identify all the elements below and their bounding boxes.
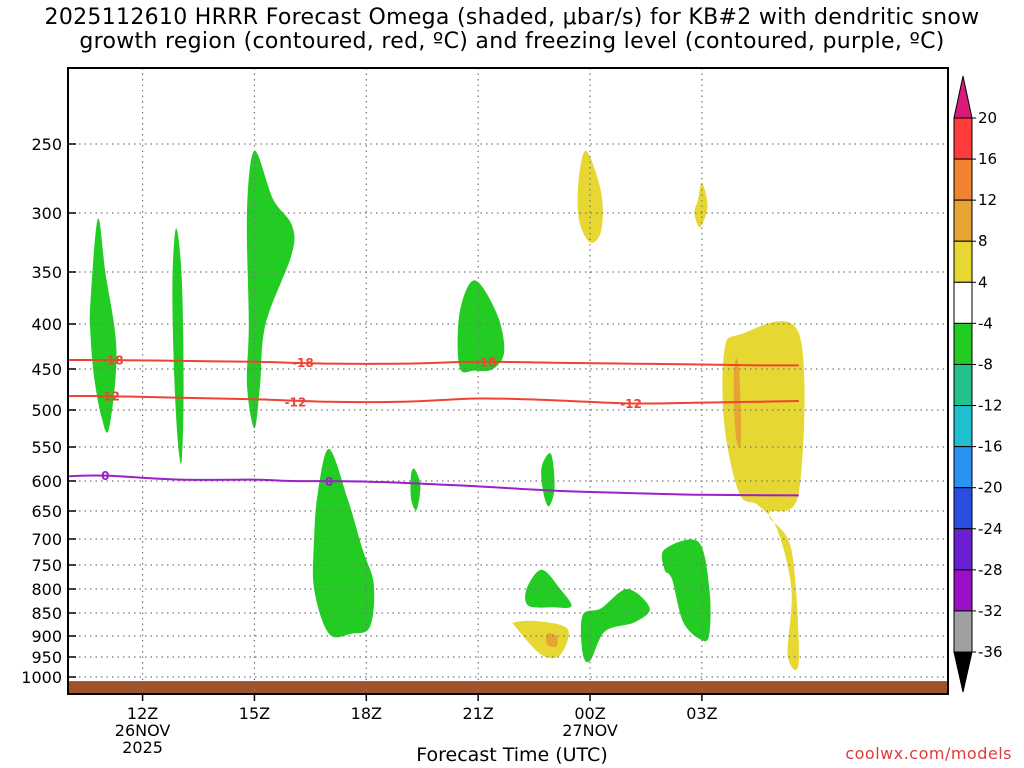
contour-layer: -18 -18 -18 -12 -12 -12 0 0 — [67, 354, 799, 497]
colorbar-segment — [953, 281, 973, 324]
colorbar-label: -36 — [978, 643, 1003, 661]
x-tick-label: 03Z — [686, 704, 717, 723]
x-tick-label: 12Z — [127, 704, 158, 723]
terrain-bar — [68, 681, 948, 694]
x-tick-date-label: 26NOV — [115, 721, 171, 740]
colorbar-segment — [953, 446, 973, 489]
colorbar-label: 4 — [978, 273, 988, 291]
colorbar-segment — [953, 528, 973, 571]
colorbar-bottom-arrow — [953, 651, 973, 693]
x-axis-title: Forecast Time (UTC) — [416, 744, 608, 766]
title-line-1: 2025112610 HRRR Forecast Omega (shaded, … — [44, 5, 980, 30]
colorbar-segment — [953, 117, 973, 160]
y-axis: 250 300 350 400 450 500 550 600 650 700 750 800 850 9… — [21, 135, 76, 687]
colorbar-segment — [953, 158, 973, 201]
y-tick-label: 550 — [31, 438, 62, 457]
y-tick-label: 600 — [31, 472, 62, 491]
x-tick-label: 15Z — [239, 704, 270, 723]
omega-region — [457, 280, 505, 373]
colorbar-label: -12 — [978, 397, 1003, 415]
colorbar-segment — [953, 487, 973, 530]
omega-region — [246, 150, 295, 429]
title-line-2: growth region (contoured, red, ºC) and f… — [79, 29, 945, 54]
colorbar-label: -32 — [978, 602, 1003, 620]
contour-label: -12 — [285, 395, 307, 409]
contour-line — [67, 394, 799, 405]
omega-region — [577, 150, 603, 243]
colorbar-segment — [953, 405, 973, 448]
colorbar-label: 20 — [978, 109, 997, 127]
omega-region — [172, 228, 184, 464]
contour-label: 0 — [325, 475, 333, 489]
contour-label: -12 — [620, 397, 642, 411]
colorbar-label: 12 — [978, 191, 997, 209]
x-tick-label: 21Z — [463, 704, 494, 723]
omega-region — [525, 569, 572, 608]
y-tick-label: 500 — [31, 401, 62, 420]
colorbar-label: -28 — [978, 561, 1003, 579]
contour-label: 0 — [101, 469, 109, 483]
omega-region — [541, 453, 555, 507]
omega-region — [312, 448, 375, 638]
colorbar-segment — [953, 569, 973, 612]
colorbar-label: 16 — [978, 150, 997, 168]
colorbar-segment — [953, 363, 973, 407]
omega-region — [512, 620, 569, 659]
colorbar-label: 8 — [978, 232, 988, 250]
colorbar-label: -20 — [978, 479, 1003, 497]
x-tick-year-label: 2025 — [122, 738, 163, 757]
y-tick-label: 850 — [31, 604, 62, 623]
x-tick-label: 18Z — [351, 704, 382, 723]
contour-label: -18 — [475, 355, 497, 369]
colorbar-label: -4 — [978, 314, 993, 332]
omega-region — [694, 182, 708, 228]
y-tick-label: 750 — [31, 556, 62, 575]
y-tick-label: 700 — [31, 530, 62, 549]
x-tick-date-label: 27NOV — [562, 721, 618, 740]
colorbar: 20 16 12 8 4 -4 -8 -12 -16 -20 -24 -28 -32 -36 — [953, 75, 1003, 693]
omega-region — [661, 539, 711, 642]
x-tick-label: 00Z — [574, 704, 605, 723]
chart-title: 2025112610 HRRR Forecast Omega (shaded, … — [0, 6, 1024, 54]
y-tick-label: 450 — [31, 360, 62, 379]
y-tick-label: 950 — [31, 648, 62, 667]
colorbar-label: -8 — [978, 355, 993, 373]
colorbar-label: -16 — [978, 438, 1003, 456]
colorbar-segment — [953, 199, 973, 242]
contour-label: -18 — [292, 356, 314, 370]
y-tick-label: 1000 — [21, 668, 62, 687]
colorbar-segment — [953, 322, 973, 365]
y-tick-label: 300 — [31, 204, 62, 223]
omega-region — [410, 468, 421, 511]
terrain-layer — [68, 681, 948, 694]
colorbar-segment — [953, 240, 973, 283]
plot-frame — [67, 67, 949, 695]
y-tick-label: 400 — [31, 315, 62, 334]
y-tick-label: 800 — [31, 580, 62, 599]
y-tick-label: 250 — [31, 135, 62, 154]
y-tick-label: 350 — [31, 263, 62, 282]
colorbar-segment — [953, 610, 973, 653]
colorbar-label: -24 — [978, 520, 1003, 538]
contour-label: -12 — [98, 390, 120, 404]
colorbar-top-arrow — [953, 75, 973, 119]
omega-region — [546, 633, 558, 648]
y-tick-label: 650 — [31, 502, 62, 521]
omega-shading-layer — [89, 150, 805, 670]
grid-layer — [68, 68, 948, 694]
y-tick-label: 900 — [31, 627, 62, 646]
credit-text: coolwx.com/models — [845, 744, 1012, 763]
contour-label: -18 — [102, 354, 124, 368]
contour-line — [67, 474, 799, 497]
omega-region — [580, 589, 650, 663]
contour-line — [67, 358, 799, 367]
